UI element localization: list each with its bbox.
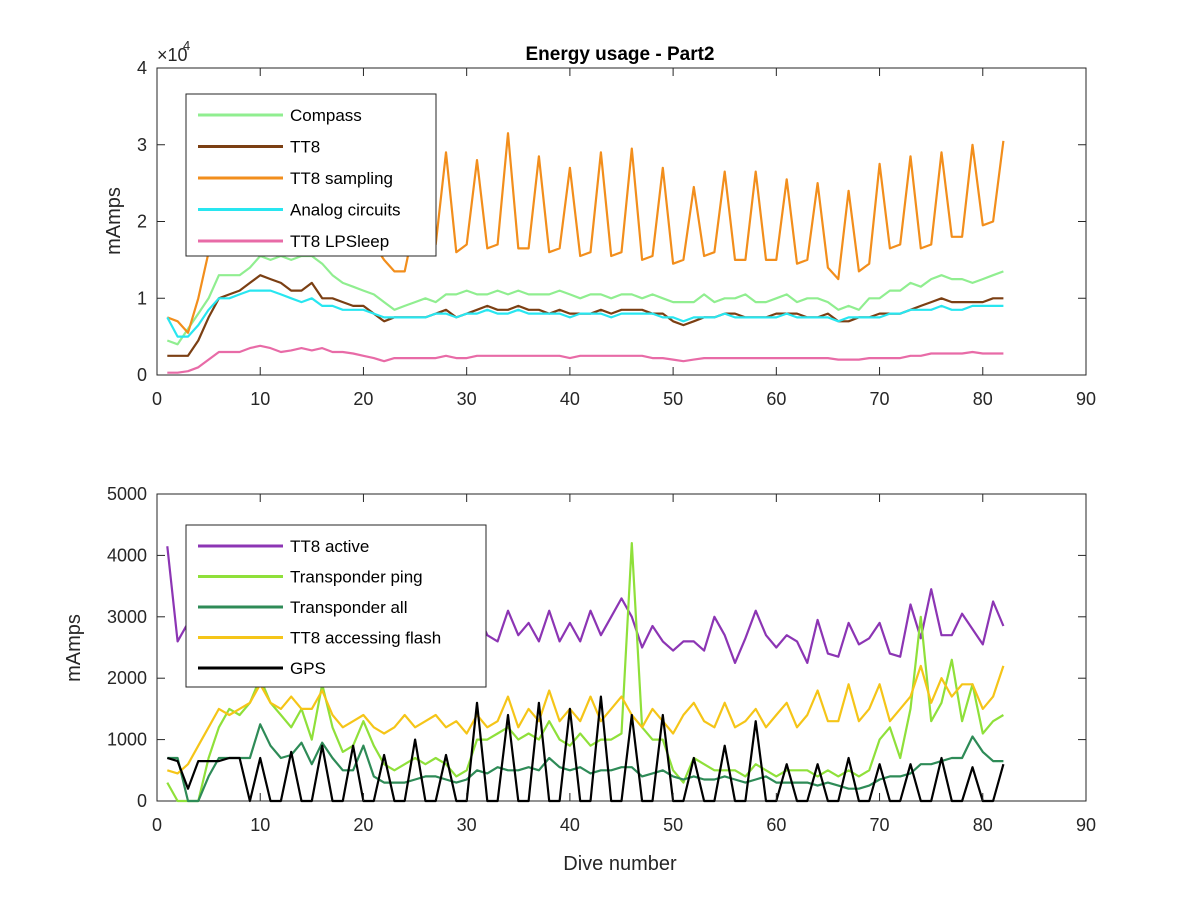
legend-label-tt8-active: TT8 active: [290, 537, 369, 556]
x-tick-label: 30: [457, 815, 477, 835]
x-tick-label: 80: [973, 389, 993, 409]
bottom-y-axis-label: mAmps: [63, 614, 85, 682]
x-tick-label: 60: [766, 389, 786, 409]
bottom-chart: 0 10 20 30 40 50 60 70 80 90 0 1000 2000 3000 4000 5000…: [63, 484, 1096, 875]
legend-label-analog-circuits: Analog circuits: [290, 201, 401, 220]
legend-box: [185, 93, 437, 257]
series-line-tt8-accessing-flash: [166, 664, 1005, 775]
top-chart-title: Energy usage - Part2: [525, 44, 714, 65]
x-tick-label: 80: [973, 815, 993, 835]
y-tick-label: 5000: [107, 484, 147, 504]
series-line-analog-circuits: [166, 289, 1004, 338]
legend-label-tt8-accessing-flash: TT8 accessing flash: [290, 629, 441, 648]
legend-label-transponder-all: Transponder all: [290, 598, 408, 617]
x-tick-label: 20: [353, 815, 373, 835]
legend-label-tt8-lpsleep: TT8 LPSleep: [290, 232, 389, 251]
series-line-transponder-all: [167, 723, 1004, 803]
y-tick-label: 4: [137, 58, 147, 78]
y-tick-label: 1000: [107, 730, 147, 750]
top-chart: Energy usage - Part2 ×10 4 0 10 20 30 40 50 60…: [103, 38, 1096, 409]
x-tick-label: 0: [152, 815, 162, 835]
bottom-x-axis-label: Dive number: [563, 853, 677, 875]
x-tick-label: 20: [353, 389, 373, 409]
y-tick-label: 4000: [107, 545, 147, 565]
top-y-axis-label: mAmps: [103, 187, 125, 255]
y-tick-label: 1: [137, 288, 147, 308]
legend-label-gps: GPS: [290, 659, 326, 678]
x-tick-label: 50: [663, 815, 683, 835]
legend-label-transponder-ping: Transponder ping: [290, 568, 423, 587]
x-tick-label: 70: [870, 389, 890, 409]
series-line-tt8-lpsleep: [167, 344, 1004, 374]
legend-label-tt8: TT8: [290, 138, 320, 157]
x-tick-label: 70: [870, 815, 890, 835]
bottom-axis-ticks: 0 10 20 30 40 50 60 70 80 90 0 1000 2000 3000 4000 5000: [107, 484, 1096, 835]
x-tick-label: 30: [457, 389, 477, 409]
y-exponent-power: 4: [183, 38, 190, 53]
series-line-gps: [166, 695, 1005, 803]
top-y-exponent: ×10 4: [157, 38, 190, 65]
series-line-transponder-ping: [166, 541, 1004, 803]
bottom-legend: TT8 active Transponder ping Transponder al…: [185, 524, 487, 688]
x-tick-label: 40: [560, 389, 580, 409]
x-tick-label: 90: [1076, 815, 1096, 835]
y-exponent-base: ×10: [157, 45, 188, 65]
y-tick-label: 3: [137, 135, 147, 155]
y-tick-label: 2: [137, 212, 147, 232]
legend-label-tt8-sampling: TT8 sampling: [290, 169, 393, 188]
x-tick-label: 60: [766, 815, 786, 835]
x-tick-label: 40: [560, 815, 580, 835]
legend-label-compass: Compass: [290, 106, 362, 125]
x-tick-label: 50: [663, 389, 683, 409]
y-tick-label: 0: [137, 365, 147, 385]
x-tick-label: 90: [1076, 389, 1096, 409]
x-tick-label: 0: [152, 389, 162, 409]
y-tick-label: 3000: [107, 607, 147, 627]
top-legend: Compass TT8 TT8 sampling Analog circuits TT8…: [185, 93, 437, 257]
y-tick-label: 2000: [107, 668, 147, 688]
x-tick-label: 10: [250, 815, 270, 835]
x-tick-label: 10: [250, 389, 270, 409]
top-axis-ticks: 0 10 20 30 40 50 60 70 80 90 0 1 2 3 4: [137, 58, 1096, 409]
y-tick-label: 0: [137, 791, 147, 811]
